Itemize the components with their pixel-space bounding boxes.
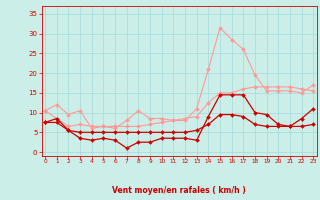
Text: Vent moyen/en rafales ( km/h ): Vent moyen/en rafales ( km/h ) [112,186,246,195]
